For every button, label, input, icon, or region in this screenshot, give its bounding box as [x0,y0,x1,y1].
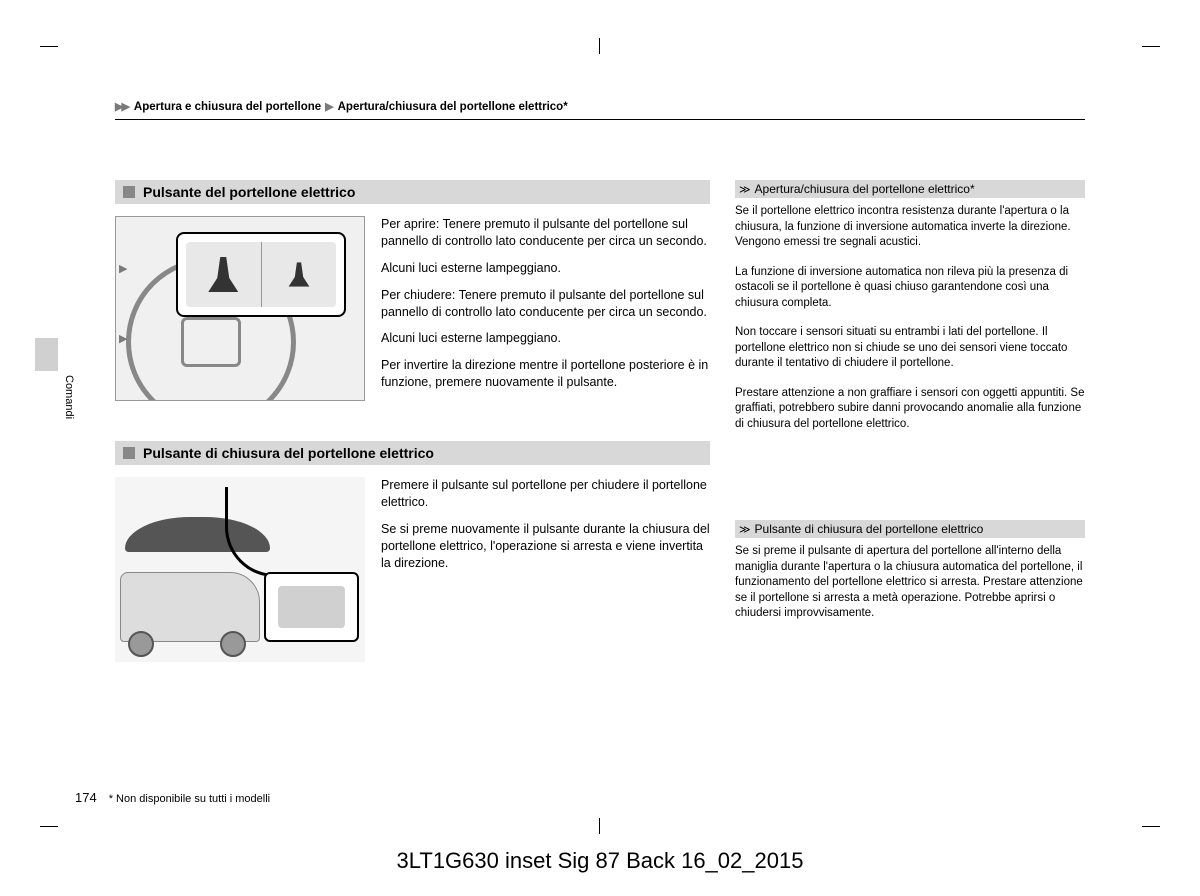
tailgate-illustration [115,477,365,662]
crop-mark [599,38,600,54]
square-icon [123,447,135,459]
side-heading: ≫ Apertura/chiusura del portellone elett… [735,180,1085,198]
triangle-icon: ▶ [119,332,127,347]
side-heading-text: Apertura/chiusura del portellone elettri… [755,182,975,196]
section-label: Comandi [63,375,75,419]
triangle-icon: ▶▶ [115,100,128,113]
footnote: * Non disponibile su tutti i modelli [109,793,270,805]
triangle-icon: ▶ [119,262,127,277]
crop-mark [1142,826,1160,827]
section-body: Premere il pulsante sul portellone per c… [115,477,710,662]
triangle-icon: ▶ [325,100,333,113]
crop-mark [40,46,58,47]
breadcrumb: ▶▶ Apertura e chiusura del portellone ▶ … [115,100,1085,120]
section-heading: Pulsante del portellone elettrico [115,180,710,204]
section-heading: Pulsante di chiusura del portellone elet… [115,441,710,465]
page-header: ▶▶ Apertura e chiusura del portellone ▶ … [115,100,1085,120]
side-paragraph: Se il portellone elettrico incontra resi… [735,204,1085,251]
crop-mark [599,818,600,834]
info-icon: ≫ [739,183,748,196]
breadcrumb-seg: Apertura e chiusura del portellone [134,101,321,113]
side-paragraph: Se si preme il pulsante di apertura del … [735,544,1085,622]
side-paragraph: La funzione di inversione automatica non… [735,265,1085,312]
page-footer: 174 * Non disponibile su tutti i modelli [75,790,1085,805]
main-column: Pulsante del portellone elettrico Per ap… [115,180,710,662]
page-number: 174 [75,790,97,805]
breadcrumb-seg: Apertura/chiusura del portellone elettri… [338,101,568,113]
side-heading-text: Pulsante di chiusura del portellone elet… [755,522,984,536]
crop-mark [40,826,58,827]
side-column: ≫ Apertura/chiusura del portellone elett… [735,180,1085,636]
bullet-item: ▶ Alcuni luci esterne lampeggiano. [115,260,710,277]
square-icon [123,186,135,198]
dashboard-illustration [115,216,365,401]
side-paragraph: Non toccare i sensori situati su entramb… [735,325,1085,372]
bullet-text: Alcuni luci esterne lampeggiano. [381,261,561,275]
section-body: Per aprire: Tenere premuto il pulsante d… [115,216,710,401]
heading-text: Pulsante del portellone elettrico [143,184,355,200]
bullet-item: ▶ Alcuni luci esterne lampeggiano. [115,330,710,347]
print-signature: 3LT1G630 inset Sig 87 Back 16_02_2015 [0,848,1200,874]
side-paragraph: Prestare attenzione a non graffiare i se… [735,386,1085,433]
info-icon: ≫ [739,523,748,536]
heading-text: Pulsante di chiusura del portellone elet… [143,445,434,461]
thumb-tab [35,338,58,371]
bullet-text: Alcuni luci esterne lampeggiano. [381,331,561,345]
side-heading: ≫ Pulsante di chiusura del portellone el… [735,520,1085,538]
crop-mark [1142,46,1160,47]
